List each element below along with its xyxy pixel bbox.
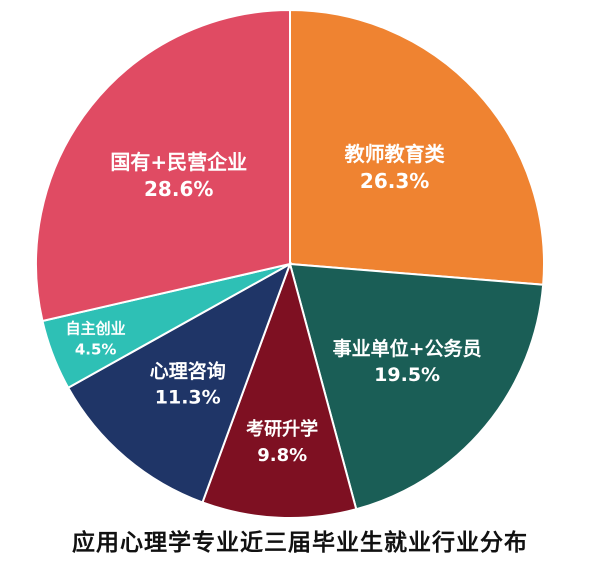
pie-slice xyxy=(201,260,358,519)
pie-slice xyxy=(66,261,292,504)
slice-category-label: 事业单位+公务员 xyxy=(333,337,482,360)
slice-value-label: 4.5% xyxy=(75,341,117,359)
slice-value-label: 26.3% xyxy=(360,169,429,193)
slice-category-label: 国有+民营企业 xyxy=(110,150,247,174)
slice-category-label: 考研升学 xyxy=(246,418,318,440)
slice-value-label: 11.3% xyxy=(155,386,221,408)
slice-category-label: 教师教育类 xyxy=(345,142,445,166)
pie-slice xyxy=(288,262,545,511)
pie-slices xyxy=(35,8,545,519)
slice-category-label: 自主创业 xyxy=(66,320,126,338)
pie-slice xyxy=(289,8,545,286)
chart-title: 应用心理学专业近三届毕业生就业行业分布 xyxy=(72,530,528,556)
slice-value-label: 9.8% xyxy=(257,445,307,466)
slice-category-label: 心理咨询 xyxy=(150,359,226,382)
slice-value-label: 19.5% xyxy=(374,364,440,386)
slice-value-label: 28.6% xyxy=(144,177,213,201)
pie-slice xyxy=(35,8,291,323)
pie-labels: 教师教育类 26.3% 事业单位+公务员 19.5% 考研升学 9.8% 心理咨询 11.3%… xyxy=(66,142,482,466)
